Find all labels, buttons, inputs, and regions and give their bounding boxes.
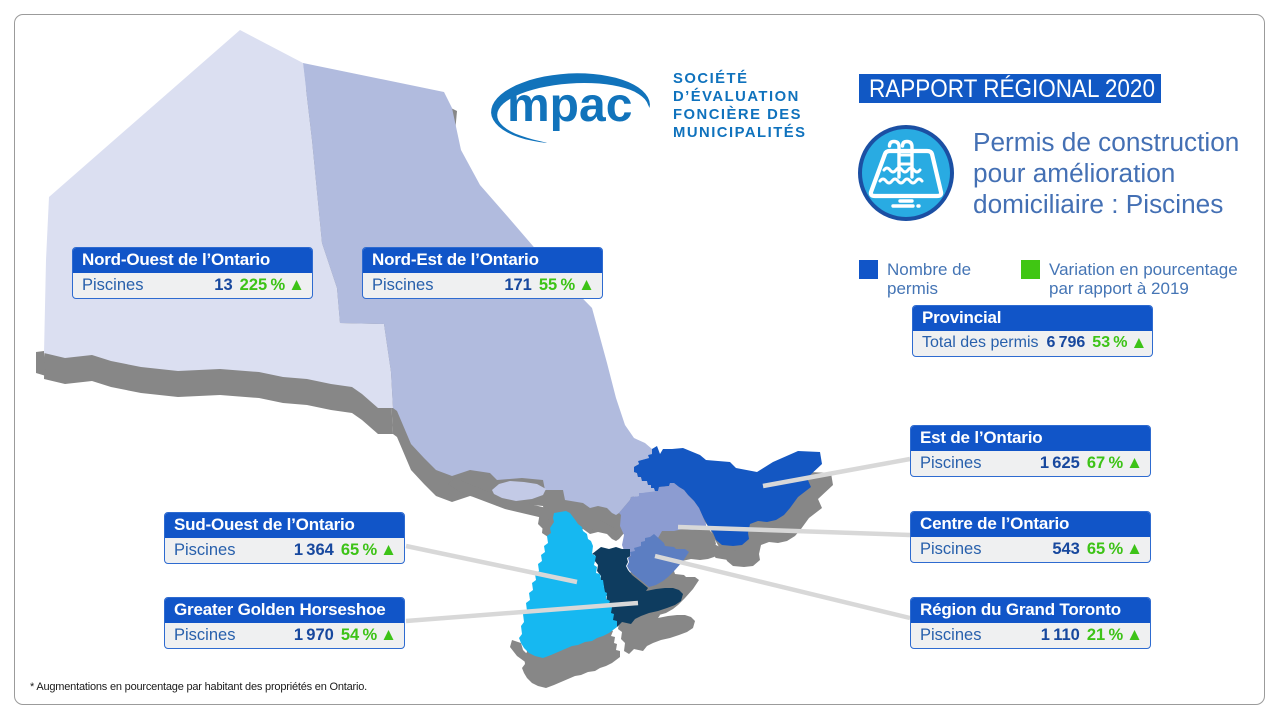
svg-text:mpac: mpac xyxy=(507,79,632,132)
